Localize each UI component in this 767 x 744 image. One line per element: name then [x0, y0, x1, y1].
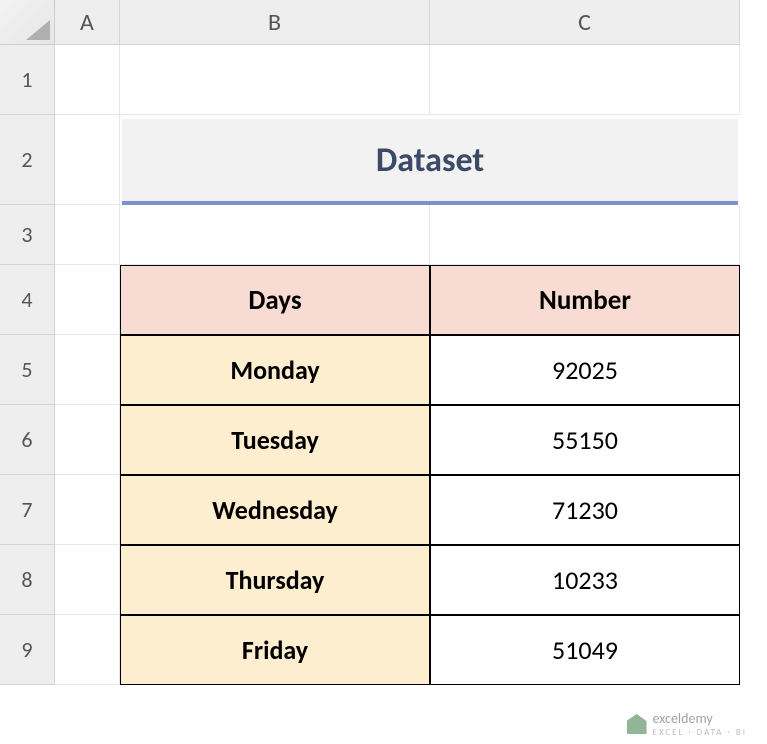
- table-row-number[interactable]: 71230: [430, 475, 740, 545]
- row-header-4[interactable]: 4: [0, 265, 55, 335]
- title-cell[interactable]: Dataset: [122, 119, 738, 205]
- table-row-day[interactable]: Wednesday: [120, 475, 430, 545]
- table-row-number[interactable]: 10233: [430, 545, 740, 615]
- col-header-a[interactable]: A: [55, 0, 120, 45]
- col-header-c[interactable]: C: [430, 0, 740, 45]
- watermark: exceldemy EXCEL · DATA · BI: [627, 710, 747, 738]
- watermark-logo-icon: [627, 714, 647, 734]
- spreadsheet-grid: A B C 1 2 Dataset 3 4 Days Number Monday…: [0, 0, 767, 685]
- table-row-number[interactable]: 92025: [430, 335, 740, 405]
- watermark-brand: exceldemy: [653, 710, 713, 727]
- table-row-number[interactable]: 51049: [430, 615, 740, 685]
- cell-a3[interactable]: [55, 205, 120, 265]
- cell-a4[interactable]: [55, 265, 120, 335]
- table-row-number[interactable]: 55150: [430, 405, 740, 475]
- col-header-b[interactable]: B: [120, 0, 430, 45]
- cell-a8[interactable]: [55, 545, 120, 615]
- select-all-corner[interactable]: [0, 0, 55, 45]
- table-row-day[interactable]: Monday: [120, 335, 430, 405]
- cell-a2[interactable]: [55, 115, 120, 205]
- table-header-number[interactable]: Number: [430, 265, 740, 335]
- cell-b3[interactable]: [120, 205, 430, 265]
- table-header-days[interactable]: Days: [120, 265, 430, 335]
- data-table: Days Number Monday 92025 Tuesday 55150 W…: [120, 265, 740, 685]
- table-row-day[interactable]: Thursday: [120, 545, 430, 615]
- cell-a6[interactable]: [55, 405, 120, 475]
- cell-a9[interactable]: [55, 615, 120, 685]
- cell-c1[interactable]: [430, 45, 740, 115]
- row-header-3[interactable]: 3: [0, 205, 55, 265]
- row-header-1[interactable]: 1: [0, 45, 55, 115]
- cell-b1[interactable]: [120, 45, 430, 115]
- row-header-8[interactable]: 8: [0, 545, 55, 615]
- cell-a7[interactable]: [55, 475, 120, 545]
- cell-a5[interactable]: [55, 335, 120, 405]
- watermark-tagline: EXCEL · DATA · BI: [653, 727, 747, 738]
- table-row-day[interactable]: Friday: [120, 615, 430, 685]
- table-row-day[interactable]: Tuesday: [120, 405, 430, 475]
- row-header-2[interactable]: 2: [0, 115, 55, 205]
- row-header-6[interactable]: 6: [0, 405, 55, 475]
- cell-c3[interactable]: [430, 205, 740, 265]
- row-header-5[interactable]: 5: [0, 335, 55, 405]
- row-header-9[interactable]: 9: [0, 615, 55, 685]
- row-header-7[interactable]: 7: [0, 475, 55, 545]
- cell-a1[interactable]: [55, 45, 120, 115]
